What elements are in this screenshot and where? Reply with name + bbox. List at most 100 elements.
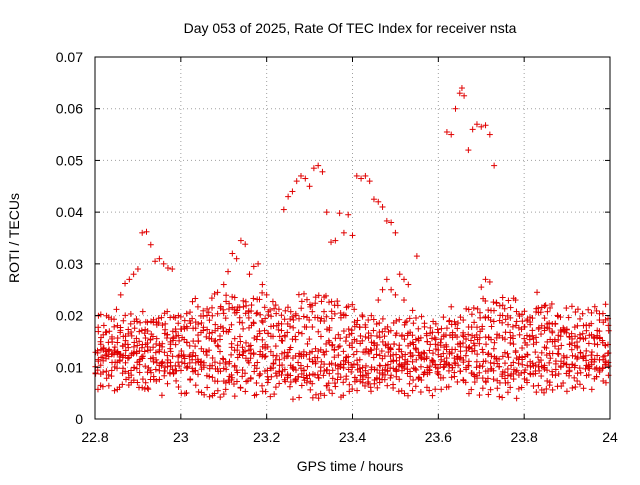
data-point [315,328,322,335]
data-point [175,332,182,339]
data-point [421,350,428,357]
data-point [306,316,313,323]
data-point [264,379,271,386]
data-point [405,281,412,288]
data-point [476,309,483,316]
data-point [312,300,319,307]
data-point [304,363,311,370]
data-point [214,289,221,296]
data-point [100,322,107,329]
data-point [391,340,398,347]
data-point [379,338,386,345]
data-point [289,313,296,320]
data-point [596,328,603,335]
data-point [197,312,204,319]
data-point [502,329,509,336]
data-point [142,341,149,348]
data-point [393,330,400,337]
data-point [572,333,579,340]
data-point [312,391,319,398]
data-point [549,350,556,357]
data-point [239,352,246,359]
data-point [303,324,310,331]
data-point [267,348,274,355]
data-point [164,308,171,315]
data-point [310,165,317,172]
data-point [457,354,464,361]
data-point [272,343,279,350]
data-point [138,353,145,360]
data-point [552,372,559,379]
data-point [345,326,352,333]
data-point [323,313,330,320]
data-point [217,348,224,355]
data-point [147,367,154,374]
data-point [159,322,166,329]
data-point [164,363,171,370]
data-point [465,390,472,397]
data-point [512,347,519,354]
data-point [376,320,383,327]
data-point [122,376,129,383]
data-point [415,349,422,356]
data-point [306,183,313,190]
data-point [376,352,383,359]
data-point [452,105,459,112]
data-point [332,361,339,368]
data-point [403,318,410,325]
data-point [513,318,520,325]
data-point [298,172,304,179]
data-point [599,310,606,317]
data-point [541,389,548,396]
data-point [491,339,498,346]
data-point [340,348,347,355]
data-point [474,324,481,331]
data-point [437,342,444,349]
data-point [434,326,441,333]
data-point [320,349,327,356]
data-point [92,370,99,377]
data-point [209,329,216,336]
data-point [384,361,391,368]
data-point [247,355,254,362]
data-point [175,312,182,319]
data-point [246,271,253,278]
data-point [144,384,151,391]
data-point [194,303,201,310]
data-point [105,371,112,378]
data-point [479,326,486,333]
data-point [404,358,411,365]
data-point [259,343,266,350]
data-point [113,306,120,313]
data-point [351,336,358,343]
data-point [431,334,438,341]
data-point [278,327,285,334]
data-point [521,323,528,330]
data-point [426,347,433,354]
data-point [396,316,403,323]
data-point [223,328,230,335]
data-point [494,360,501,367]
data-point [379,328,386,335]
data-point [261,327,268,334]
data-point [265,312,272,319]
data-point [284,304,291,311]
data-point [588,349,595,356]
data-point [438,356,445,363]
data-point [401,276,407,283]
data-point [329,342,336,349]
data-point [209,354,216,361]
data-point [289,188,296,195]
data-point [303,372,310,379]
data-point [172,326,179,333]
data-point [295,291,302,298]
data-point [270,365,277,372]
data-point [471,379,478,386]
data-point [117,327,124,334]
data-point [206,335,213,342]
data-point [223,298,230,305]
data-point [551,343,558,350]
data-point [222,386,229,393]
data-point [501,305,508,312]
